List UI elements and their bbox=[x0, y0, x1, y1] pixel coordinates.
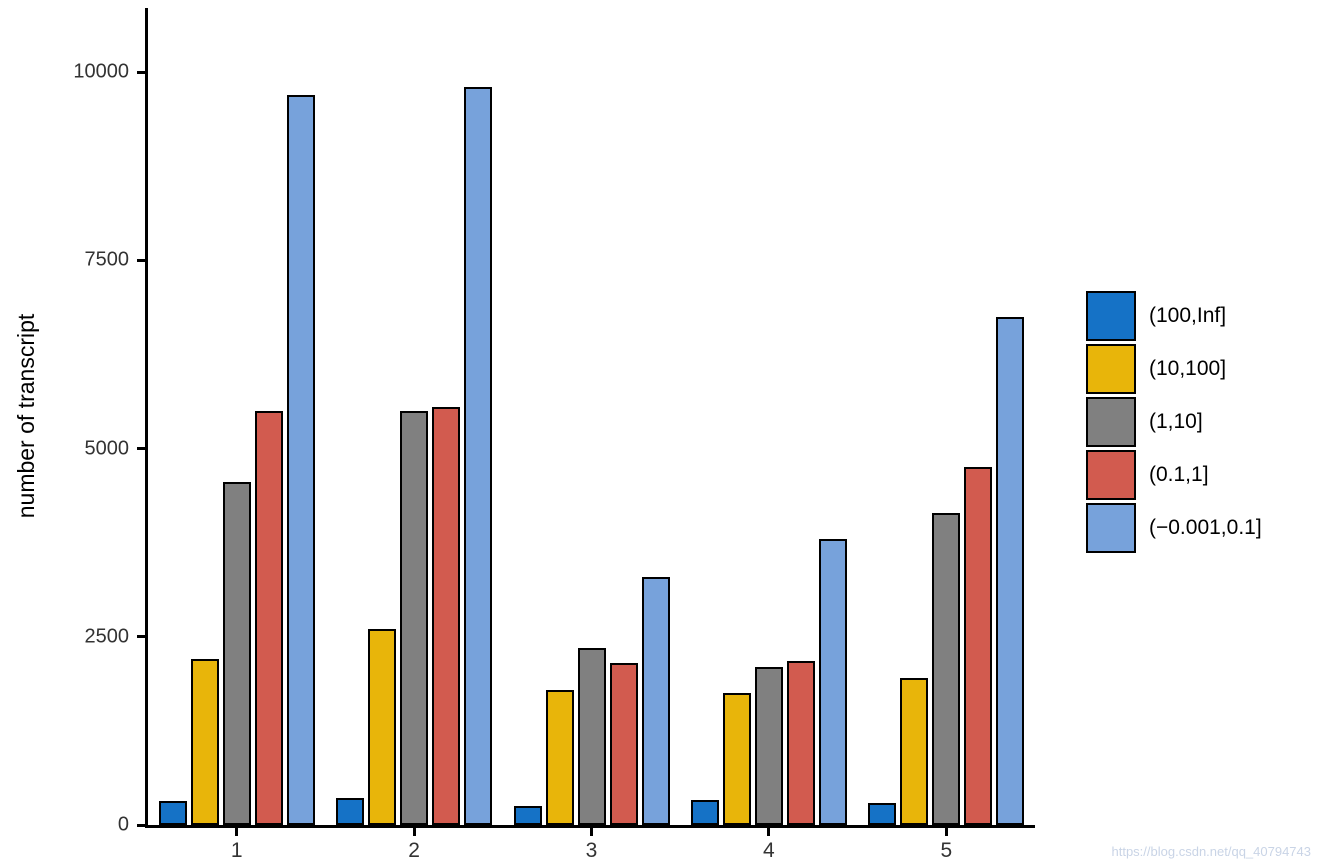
legend-label: (10,100] bbox=[1149, 356, 1227, 380]
legend-item: (1,10] bbox=[1086, 395, 1262, 448]
y-tick-label: 5000 bbox=[84, 437, 130, 459]
bar bbox=[464, 87, 493, 825]
bar bbox=[254, 410, 283, 825]
x-tick-mark bbox=[590, 828, 593, 836]
bar bbox=[222, 482, 251, 825]
x-tick-label: 2 bbox=[408, 839, 420, 862]
bar bbox=[996, 316, 1025, 825]
y-tick-label: 0 bbox=[117, 813, 129, 836]
y-tick-mark bbox=[137, 258, 145, 262]
y-axis: 0 2500 5000 7500 10000 bbox=[0, 8, 145, 836]
y-tick-label: 10000 bbox=[73, 60, 129, 83]
bar bbox=[818, 538, 847, 825]
bar bbox=[577, 648, 606, 825]
y-tick-mark bbox=[137, 823, 145, 827]
bar bbox=[400, 410, 429, 825]
bar bbox=[513, 806, 542, 825]
bar bbox=[932, 512, 961, 825]
bar bbox=[368, 629, 397, 825]
bar bbox=[754, 666, 783, 825]
bar bbox=[158, 800, 187, 825]
y-tick-mark bbox=[137, 70, 145, 74]
watermark: https://blog.csdn.net/qq_40794743 bbox=[1111, 844, 1312, 859]
y-tick-label: 7500 bbox=[84, 248, 130, 271]
y-tick-mark bbox=[137, 447, 145, 450]
legend-label: (1,10] bbox=[1149, 409, 1203, 433]
legend: (100,Inf] (10,100] (1,10] (0.1,1] (−0.001,0.… bbox=[1086, 289, 1262, 554]
bar-group-1 bbox=[148, 94, 325, 825]
y-tick-mark bbox=[137, 635, 145, 639]
legend-label: (0.1,1] bbox=[1149, 462, 1209, 486]
bar bbox=[964, 467, 993, 825]
legend-key-swatch bbox=[1086, 502, 1136, 553]
legend-label: (100,Inf] bbox=[1149, 303, 1227, 327]
x-tick-label: 3 bbox=[585, 839, 598, 862]
legend-item: (10,100] bbox=[1086, 342, 1262, 395]
legend-item: (0.1,1] bbox=[1086, 448, 1262, 501]
x-tick-mark bbox=[767, 828, 771, 836]
x-tick-mark bbox=[235, 828, 239, 836]
bar-group-4 bbox=[680, 538, 857, 825]
bar bbox=[722, 693, 751, 825]
bar bbox=[432, 407, 461, 825]
legend-item: (−0.001,0.1] bbox=[1086, 501, 1262, 554]
x-tick-label: 5 bbox=[940, 839, 953, 862]
legend-key-swatch bbox=[1086, 290, 1136, 341]
bar-group-5 bbox=[858, 316, 1035, 825]
bar bbox=[868, 803, 897, 825]
x-tick-mark bbox=[412, 828, 416, 836]
x-tick-mark bbox=[944, 828, 948, 836]
legend-label: (−0.001,0.1] bbox=[1149, 515, 1262, 539]
bar bbox=[286, 94, 315, 825]
legend-key-swatch bbox=[1086, 449, 1136, 500]
x-tick-label: 4 bbox=[763, 839, 775, 862]
bar bbox=[609, 663, 638, 825]
plot-area bbox=[145, 8, 1035, 828]
bar-group-2 bbox=[325, 87, 502, 825]
bar bbox=[900, 678, 929, 825]
legend-key-swatch bbox=[1086, 396, 1136, 447]
bar bbox=[336, 797, 365, 825]
legend-key-swatch bbox=[1086, 343, 1136, 394]
x-tick-label: 1 bbox=[230, 839, 243, 862]
bar bbox=[786, 660, 815, 825]
x-axis: 1 2 3 4 5 bbox=[148, 828, 1035, 865]
bar-group-3 bbox=[503, 576, 680, 825]
bar bbox=[641, 576, 670, 825]
y-tick-label: 2500 bbox=[84, 625, 130, 648]
bar bbox=[190, 659, 219, 825]
bar bbox=[545, 689, 574, 825]
legend-item: (100,Inf] bbox=[1086, 289, 1262, 342]
bar bbox=[690, 800, 719, 825]
